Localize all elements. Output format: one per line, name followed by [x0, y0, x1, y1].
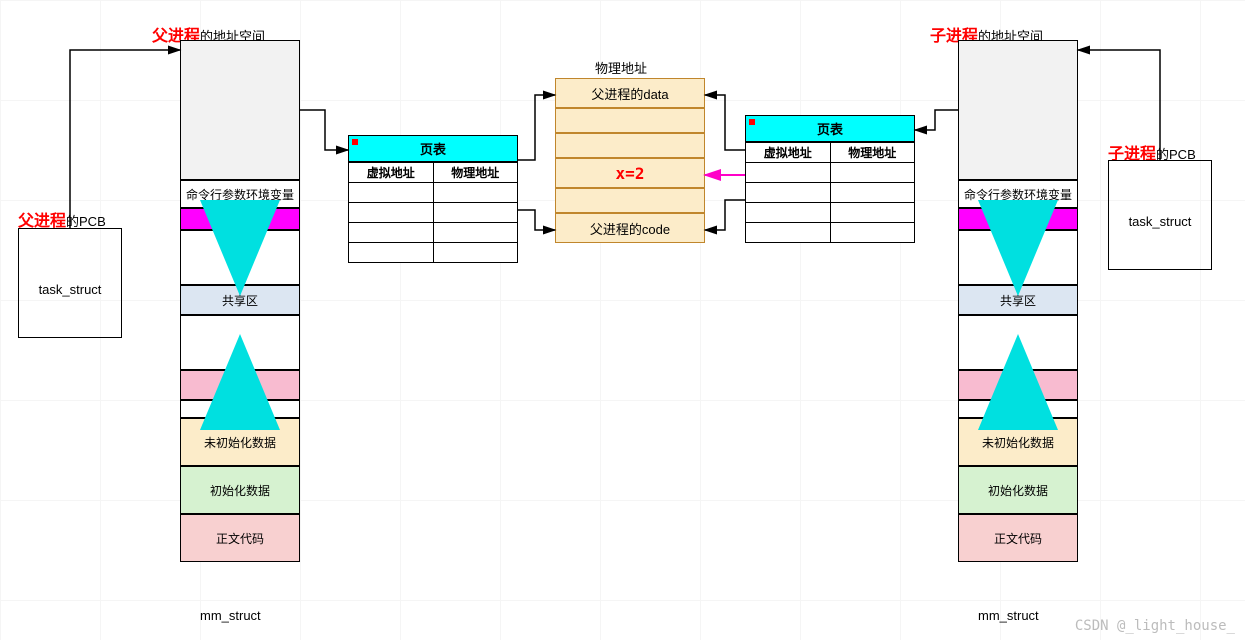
phys-parent-data: 父进程的data — [555, 78, 705, 108]
phys-mem: 父进程的data x=2 父进程的code — [555, 78, 705, 243]
phys-blank1 — [555, 108, 705, 133]
child-mmstruct-label: mm_struct — [978, 608, 1039, 623]
phys-parent-code: 父进程的code — [555, 213, 705, 243]
child-seg-bss: 未初始化数据 — [958, 418, 1078, 466]
child-seg-data: 初始化数据 — [958, 466, 1078, 514]
child-seg-gap2 — [958, 315, 1078, 370]
parent-seg-stack: 栈 — [180, 208, 300, 230]
child-seg-top — [958, 40, 1078, 180]
child-mem-stack: 命令行参数环境变量 栈 共享区 堆 未初始化数据 初始化数据 正文代码 — [958, 40, 1078, 562]
child-seg-text: 正文代码 — [958, 514, 1078, 562]
phys-title: 物理地址 — [595, 58, 647, 77]
phys-x2: x=2 — [555, 158, 705, 188]
parent-seg-gap3 — [180, 400, 300, 418]
parent-seg-text: 正文代码 — [180, 514, 300, 562]
watermark: CSDN @_light_house_ — [1075, 618, 1235, 634]
parent-seg-shared: 共享区 — [180, 285, 300, 315]
child-seg-heap: 堆 — [958, 370, 1078, 400]
parent-pcb-box: task_struct — [18, 228, 122, 338]
child-seg-stack: 栈 — [958, 208, 1078, 230]
parent-page-table: 页表 虚拟地址物理地址 — [348, 135, 518, 263]
parent-seg-cmdline: 命令行参数环境变量 — [180, 180, 300, 208]
phys-blank2 — [555, 133, 705, 158]
parent-pt-title: 页表 — [348, 135, 518, 162]
parent-seg-bss: 未初始化数据 — [180, 418, 300, 466]
child-page-table: 页表 虚拟地址物理地址 — [745, 115, 915, 243]
phys-blank3 — [555, 188, 705, 213]
child-seg-shared: 共享区 — [958, 285, 1078, 315]
parent-mem-stack: 命令行参数环境变量 栈 共享区 堆 未初始化数据 初始化数据 正文代码 — [180, 40, 300, 562]
parent-mmstruct-label: mm_struct — [200, 608, 261, 623]
child-seg-gap3 — [958, 400, 1078, 418]
parent-seg-data: 初始化数据 — [180, 466, 300, 514]
parent-seg-top — [180, 40, 300, 180]
child-pcb-box: task_struct — [1108, 160, 1212, 270]
child-seg-gap1 — [958, 230, 1078, 285]
parent-seg-gap2 — [180, 315, 300, 370]
child-pt-title: 页表 — [745, 115, 915, 142]
child-seg-cmdline: 命令行参数环境变量 — [958, 180, 1078, 208]
parent-seg-gap1 — [180, 230, 300, 285]
parent-seg-heap: 堆 — [180, 370, 300, 400]
